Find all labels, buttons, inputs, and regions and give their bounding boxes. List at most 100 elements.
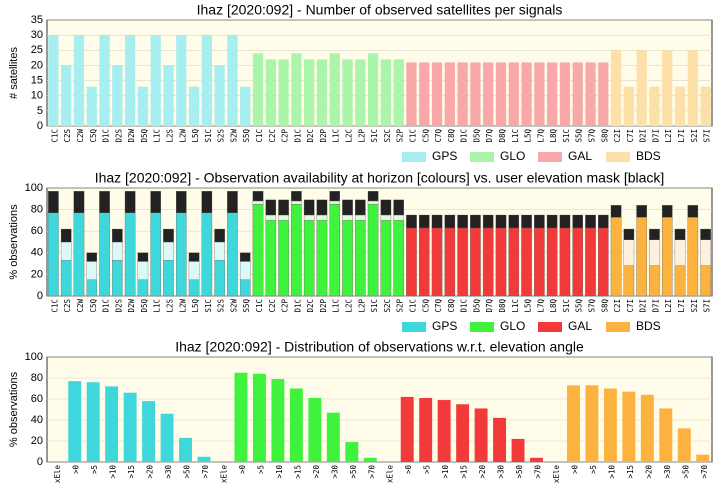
bar-segment: [380, 220, 392, 297]
mask-segment: [406, 214, 417, 229]
mask-segment: [278, 199, 289, 216]
bar: [380, 59, 392, 126]
x-tick-label: xEle: [386, 465, 395, 484]
bar-segment: [406, 227, 417, 297]
x-tick-label: S1C: [370, 299, 379, 313]
mask-segment: [380, 199, 392, 216]
x-tick-label: >20: [312, 465, 321, 479]
mask-segment: [572, 214, 583, 229]
bar: [419, 62, 430, 126]
x-tick-label: S2W: [229, 299, 238, 313]
y-tick-label: 80: [31, 204, 43, 216]
bar-segment: [342, 220, 353, 297]
x-tick-label: >70: [201, 465, 210, 479]
x-tick-label: D5Q: [140, 129, 149, 143]
x-tick-label: >0: [570, 465, 579, 475]
bar: [431, 62, 443, 126]
bar: [68, 381, 82, 462]
bar: [521, 62, 532, 126]
x-tick-label: >50: [349, 465, 358, 479]
x-tick-label: S5Q: [242, 299, 251, 313]
x-tick-label: D2P: [319, 299, 328, 313]
light-segment: [623, 239, 635, 266]
mask-segment: [214, 228, 225, 243]
bar-segment: [239, 279, 251, 297]
bar: [227, 35, 238, 127]
x-tick-label: D7Q: [485, 129, 494, 143]
x-tick-label: >0: [404, 465, 413, 475]
bar: [252, 53, 264, 126]
mask-segment: [546, 214, 558, 229]
bar: [534, 62, 545, 126]
x-tick-label: S2P: [396, 129, 405, 143]
bar-segment: [598, 227, 609, 297]
y-tick-label: 15: [31, 74, 43, 86]
x-tick-label: S1C: [562, 129, 571, 143]
bar: [687, 50, 698, 126]
x-tick-label: C2I: [613, 299, 622, 313]
legend-label: GPS: [432, 149, 457, 163]
legend-swatch: [538, 152, 562, 162]
x-tick-label: L5Q: [524, 129, 533, 143]
mask-segment: [598, 214, 609, 229]
light-segment: [316, 214, 328, 221]
y-tick-label: 5: [37, 105, 43, 117]
bar: [662, 50, 673, 126]
bar: [585, 62, 596, 126]
x-tick-label: >15: [127, 465, 136, 479]
x-tick-label: S8Q: [600, 299, 609, 313]
y-tick-label: 30: [31, 29, 43, 41]
x-tick-label: C8Q: [447, 299, 456, 313]
x-tick-label: >50: [681, 465, 690, 479]
bar: [265, 59, 276, 126]
mask-segment: [700, 228, 711, 240]
x-tick-label: D1C: [102, 299, 111, 313]
x-tick-label: C2P: [281, 129, 290, 143]
bar: [547, 62, 558, 126]
mask-segment: [137, 252, 149, 262]
x-tick-label: >5: [423, 465, 432, 474]
x-tick-label: L2P: [357, 129, 366, 143]
y-tick-label: 20: [31, 59, 43, 71]
x-tick-label: >50: [183, 465, 192, 479]
x-tick-label: D7I: [651, 299, 660, 313]
bar-segment: [572, 227, 583, 297]
light-segment: [291, 200, 302, 205]
legend-label: GAL: [568, 149, 592, 163]
bar-segment: [316, 220, 328, 297]
y-tick-label: 20: [31, 435, 43, 447]
x-tick-label: S7I: [703, 129, 712, 143]
bar: [125, 35, 136, 127]
bar-segment: [291, 204, 302, 297]
x-tick-label: C5Q: [421, 129, 430, 143]
bar: [419, 397, 433, 462]
light-segment: [112, 241, 123, 261]
bar: [530, 457, 543, 462]
x-tick-label: C5Q: [421, 299, 430, 313]
mask-segment: [60, 228, 72, 243]
x-tick-label: C1C: [50, 299, 59, 313]
panel-title: Ihaz [2020:092] - Number of observed sat…: [197, 2, 563, 18]
y-tick-label: 40: [31, 247, 43, 259]
bar: [470, 62, 481, 126]
light-segment: [367, 200, 379, 205]
bar: [271, 379, 285, 462]
bar: [342, 59, 353, 126]
bar-segment: [444, 227, 456, 297]
bar: [393, 59, 404, 126]
x-tick-label: D2C: [306, 129, 315, 143]
x-tick-label: S1C: [562, 299, 571, 313]
bar-segment: [73, 212, 85, 297]
legend-label: BDS: [636, 149, 661, 163]
legend-label: GPS: [432, 319, 457, 333]
x-tick-label: S8Q: [600, 129, 609, 143]
mask-segment: [124, 191, 136, 213]
y-axis-label: # satellites: [8, 47, 20, 99]
x-tick-label: >70: [367, 465, 376, 479]
x-tick-label: D2W: [127, 129, 136, 143]
x-tick-label: D2P: [319, 129, 328, 143]
mask-segment: [623, 228, 635, 240]
x-tick-label: L1C: [332, 129, 341, 143]
x-tick-label: L7I: [677, 129, 686, 143]
mask-segment: [329, 191, 341, 202]
